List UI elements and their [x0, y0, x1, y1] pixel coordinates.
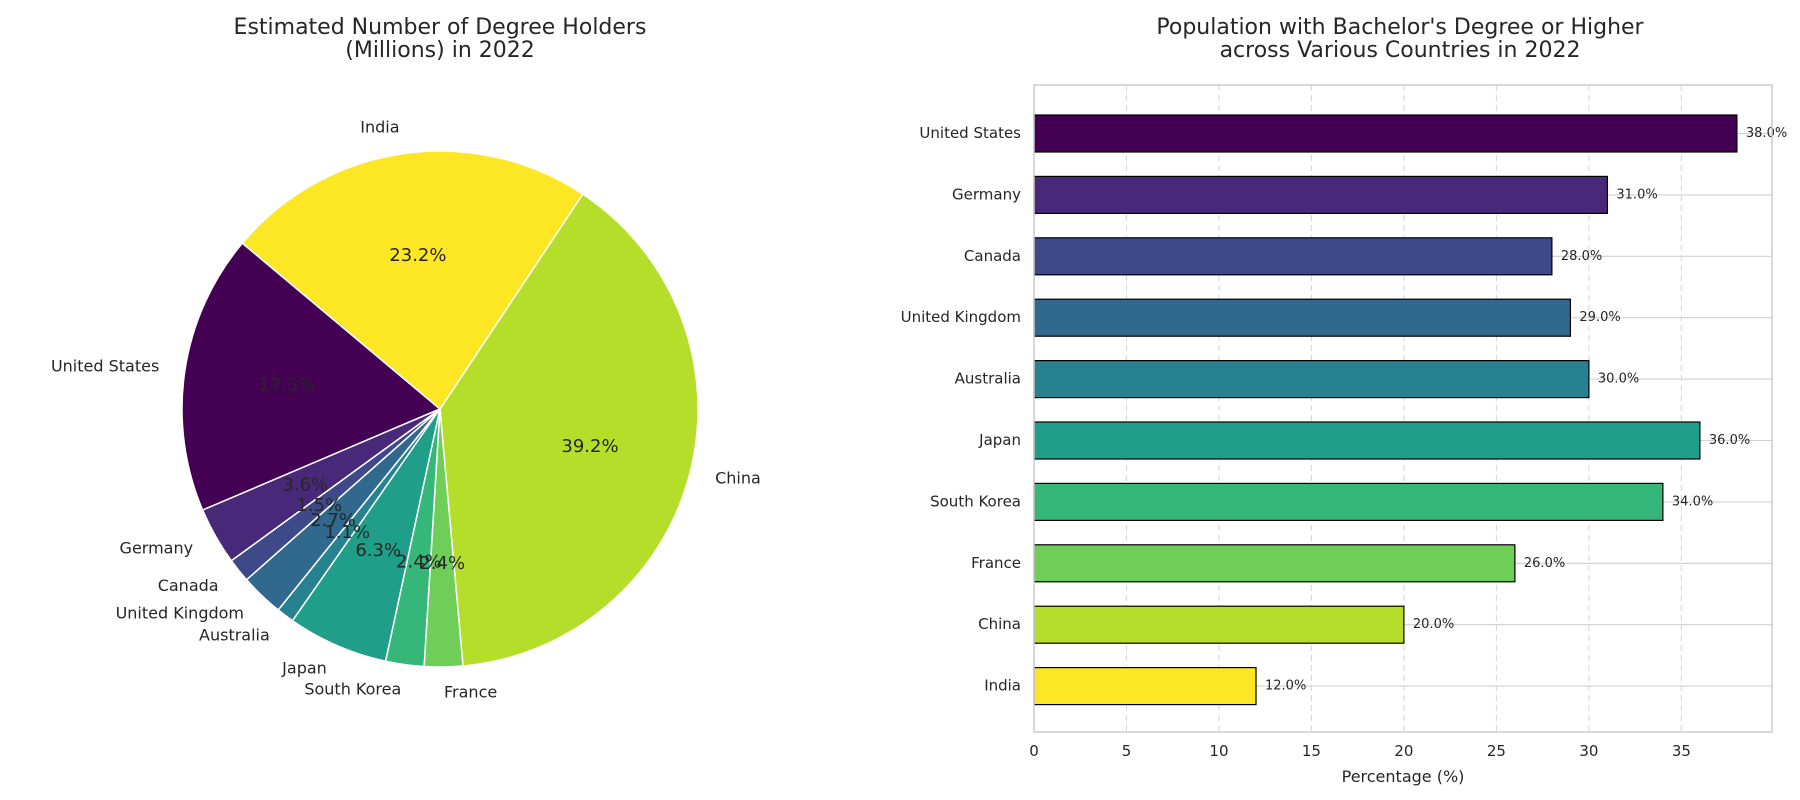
pie-category-label-france: France [444, 682, 497, 701]
bar-value-label-australia: 30.0% [1598, 372, 1639, 387]
y-tick-label-canada: Canada [964, 247, 1021, 265]
bar-south-korea [1033, 482, 1664, 521]
bar-value-label-france: 26.0% [1524, 556, 1565, 571]
pie-percent-label-japan: 6.3% [355, 540, 401, 561]
x-tick-label: 25 [1487, 742, 1506, 760]
bar-united-states [1033, 114, 1738, 153]
x-tick-label: 0 [1029, 742, 1039, 760]
pie-percent-label-india: 23.2% [389, 245, 446, 266]
x-tick-label: 30 [1579, 742, 1598, 760]
pie-percent-label-china: 39.2% [561, 436, 618, 457]
bar-france [1033, 544, 1516, 583]
bar-chart: Population with Bachelor's Degree or Hig… [901, 15, 1788, 786]
bar-india [1033, 666, 1257, 706]
pie-percent-label-south-korea: 2.4% [396, 551, 442, 572]
bar-value-label-china: 20.0% [1413, 617, 1454, 632]
x-tick-label: 35 [1672, 742, 1691, 760]
pie-chart: Estimated Number of Degree Holders (Milli… [51, 15, 761, 701]
bar-japan [1033, 421, 1701, 460]
bar-chart-title: Population with Bachelor's Degree or Hig… [1156, 15, 1644, 63]
pie-labels: United States 17.5% Germany 3.6% Canada 1.5% U… [51, 118, 761, 702]
plot-frame [1033, 84, 1773, 733]
y-tick-label-south-korea: South Korea [930, 492, 1021, 510]
pie-percent-label-canada: 1.5% [296, 495, 342, 516]
pie-percent-label-france: 2.4% [419, 553, 465, 574]
x-tick-label: 20 [1394, 742, 1413, 760]
x-tick-label: 10 [1209, 742, 1228, 760]
y-tick-label-france: France [971, 554, 1021, 572]
pie-category-label-united-states: United States [51, 357, 159, 376]
bar-united-kingdom [1033, 298, 1572, 337]
bar-china [1033, 605, 1405, 644]
pie-category-label-japan: Japan [281, 659, 327, 678]
pie-slices [181, 150, 699, 668]
pie-category-label-china: China [715, 468, 761, 487]
bar-canada [1033, 237, 1553, 276]
y-tick-label-china: China [978, 615, 1021, 633]
pie-category-label-canada: Canada [158, 576, 219, 595]
bar-value-label-united-kingdom: 29.0% [1579, 310, 1620, 325]
y-tick-label-india: India [984, 677, 1021, 695]
bar-australia [1033, 360, 1590, 399]
bar-ticks: 0 5 10 15 20 25 30 35 United States Germany Canada… [901, 124, 1691, 760]
pie-slice-india [241, 150, 584, 411]
bar-value-label-germany: 31.0% [1616, 187, 1657, 202]
y-tick-label-united-states: United States [919, 124, 1021, 142]
pie-category-label-australia: Australia [199, 626, 270, 645]
pie-slice-united-states [181, 242, 442, 512]
x-tick-label: 5 [1122, 742, 1132, 760]
y-tick-label-germany: Germany [952, 185, 1021, 203]
pie-percent-label-germany: 3.6% [282, 474, 328, 495]
pie-category-label-germany: Germany [120, 539, 194, 558]
bar-value-label-canada: 28.0% [1561, 249, 1602, 264]
y-tick-label-united-kingdom: United Kingdom [901, 308, 1021, 326]
bar-value-label-united-states: 38.0% [1746, 126, 1787, 141]
bar-marks: 38.0% 31.0% 28.0% 29.0% 30.0% 36.0% 34.0% 26.0%… [1033, 114, 1787, 706]
bar-value-label-japan: 36.0% [1709, 433, 1750, 448]
bar-value-label-india: 12.0% [1265, 679, 1306, 694]
y-tick-label-japan: Japan [978, 431, 1021, 449]
x-axis-label: Percentage (%) [1342, 767, 1465, 786]
pie-category-label-south-korea: South Korea [304, 680, 401, 699]
y-tick-label-australia: Australia [955, 370, 1021, 388]
pie-category-label-india: India [360, 118, 399, 137]
pie-percent-label-united-states: 17.5% [258, 375, 315, 396]
pie-percent-label-australia: 1.1% [324, 522, 370, 543]
bar-value-label-south-korea: 34.0% [1672, 494, 1713, 509]
x-tick-label: 15 [1302, 742, 1321, 760]
pie-category-label-united-kingdom: United Kingdom [116, 604, 244, 623]
bar-germany [1033, 175, 1609, 214]
pie-chart-title: Estimated Number of Degree Holders (Milli… [234, 15, 647, 63]
pie-percent-label-united-kingdom: 2.7% [310, 510, 356, 531]
